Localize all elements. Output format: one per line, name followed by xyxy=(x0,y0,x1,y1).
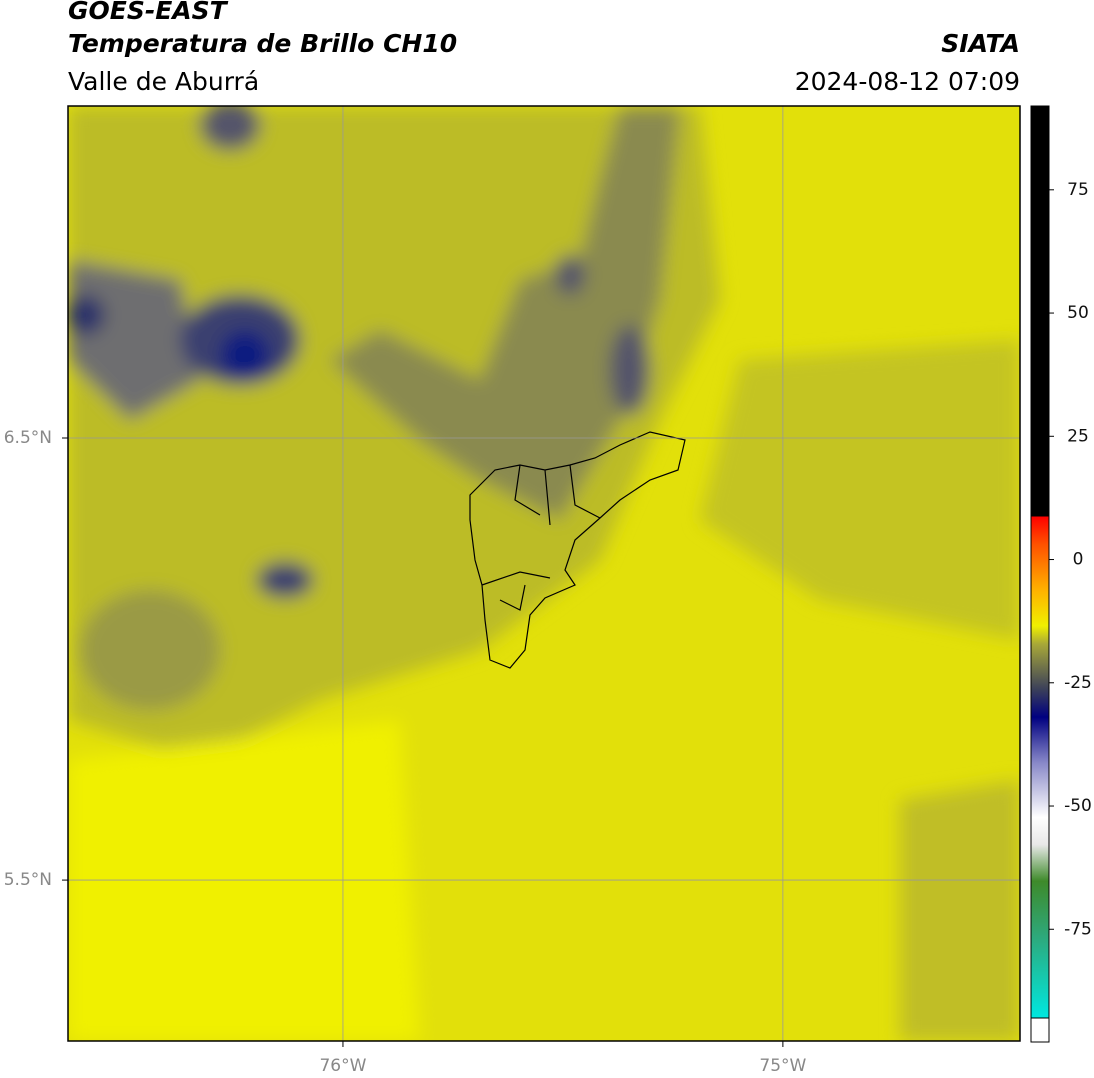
colorbar xyxy=(1031,106,1049,1018)
y-tick-label: 6.5°N xyxy=(4,428,52,448)
x-tick-label: 75°W xyxy=(759,1056,806,1076)
colorbar-tick-label: -25 xyxy=(1064,673,1092,693)
map-field xyxy=(68,106,1020,1041)
colorbar-extension xyxy=(1030,1017,1050,1043)
subtitle: Valle de Aburrá xyxy=(68,67,259,96)
map-frame xyxy=(67,105,1021,1042)
timestamp: 2024-08-12 07:09 xyxy=(795,67,1020,96)
source: SIATA xyxy=(941,29,1020,58)
title-line1: GOES-EAST xyxy=(68,0,229,25)
region-boundary xyxy=(469,431,686,669)
colorbar-tick-label: -75 xyxy=(1064,919,1092,939)
colorbar-tick-label: 0 xyxy=(1073,550,1084,570)
colorbar-frame xyxy=(1030,105,1050,1043)
title-line2: Temperatura de Brillo CH10 xyxy=(68,29,457,58)
colorbar-tick-label: 75 xyxy=(1067,180,1089,200)
x-tick-label: 76°W xyxy=(319,1056,366,1076)
colorbar-tick-label: 50 xyxy=(1067,303,1089,323)
grid xyxy=(68,106,1020,1041)
y-tick-label: 5.5°N xyxy=(4,870,52,890)
colorbar-tick-label: 25 xyxy=(1067,426,1089,446)
colorbar-tick-label: -50 xyxy=(1064,796,1092,816)
